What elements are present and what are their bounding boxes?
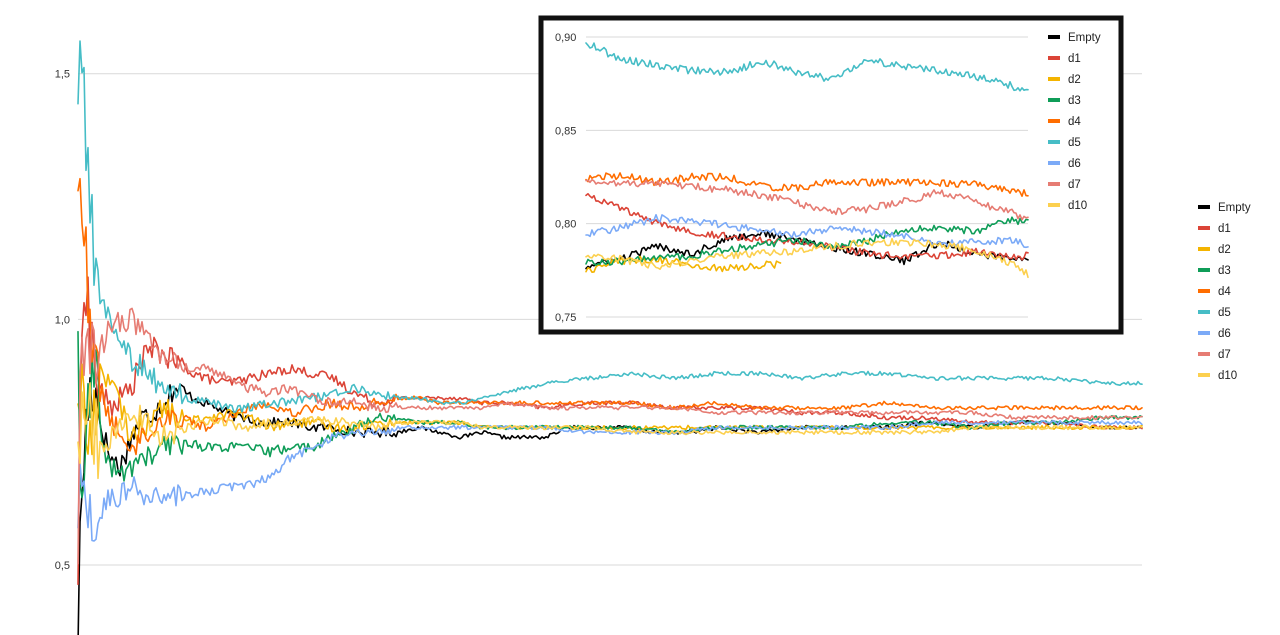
inset-legend-label: d6 <box>1068 158 1081 170</box>
main-legend-label: Empty <box>1218 202 1251 214</box>
main-legend-label: d3 <box>1218 265 1231 277</box>
inset-series-lines <box>585 42 1029 279</box>
inset-legend-item-d10: d10 <box>1048 200 1087 212</box>
main-series-d10 <box>77 382 1143 480</box>
inset-gridlines <box>586 36 1028 318</box>
main-legend-item-d3: d3 <box>1198 265 1231 277</box>
main-legend-item-d4: d4 <box>1198 286 1231 298</box>
main-legend-label: d1 <box>1218 223 1231 235</box>
main-legend: Empty d1 d2 d3 d4 d5 d6 d7 d10 <box>1198 202 1251 382</box>
main-y-tick-label: 0,5 <box>55 560 70 572</box>
main-series-d6 <box>77 419 1143 542</box>
main-legend-item-d1: d1 <box>1198 223 1231 235</box>
inset-legend-label: d4 <box>1068 116 1081 128</box>
inset-series-d4 <box>585 172 1029 197</box>
main-legend-item-d7: d7 <box>1198 349 1231 361</box>
inset-y-tick-label: 0,80 <box>555 219 576 231</box>
main-legend-label: d2 <box>1218 244 1231 256</box>
inset-series-empty <box>585 229 1029 270</box>
inset-legend-label: d5 <box>1068 137 1081 149</box>
inset-legend-item-d3: d3 <box>1048 95 1081 107</box>
inset-legend-label: d1 <box>1068 53 1081 65</box>
inset-chart: 0,75 0,80 0,85 0,90 Empty d1 d2 d3 d4 d5 d6 d7 d10 <box>538 15 1124 335</box>
inset-legend: Empty d1 d2 d3 d4 d5 d6 d7 d10 <box>1048 32 1101 212</box>
inset-legend-item-d5: d5 <box>1048 137 1081 149</box>
inset-legend-item-d6: d6 <box>1048 158 1081 170</box>
inset-legend-item-d1: d1 <box>1048 53 1081 65</box>
inset-y-tick-label: 0,90 <box>555 32 576 44</box>
inset-legend-item-d7: d7 <box>1048 179 1081 191</box>
inset-legend-label: d3 <box>1068 95 1081 107</box>
inset-y-tick-label: 0,85 <box>555 125 576 137</box>
main-series-d2 <box>77 363 1143 456</box>
main-series-empty <box>77 376 1143 635</box>
inset-legend-label: Empty <box>1068 32 1101 44</box>
inset-series-d2 <box>585 255 782 274</box>
main-legend-label: d4 <box>1218 286 1231 298</box>
main-y-tick-label: 1,0 <box>55 314 70 326</box>
main-legend-item-d10: d10 <box>1198 370 1237 382</box>
inset-legend-label: d10 <box>1068 200 1087 212</box>
inset-legend-label: d7 <box>1068 179 1081 191</box>
inset-series-d10 <box>585 237 1029 279</box>
inset-y-tick-label: 0,75 <box>555 312 576 324</box>
main-legend-label: d6 <box>1218 328 1231 340</box>
main-legend-item-empty: Empty <box>1198 202 1251 214</box>
inset-series-d5 <box>585 42 1029 92</box>
inset-legend-item-d4: d4 <box>1048 116 1081 128</box>
main-y-axis-ticks: 0,5 1,0 1,5 <box>55 69 70 572</box>
main-legend-label: d5 <box>1218 307 1231 319</box>
main-legend-label: d10 <box>1218 370 1237 382</box>
main-legend-item-d2: d2 <box>1198 244 1231 256</box>
main-series-d7 <box>77 307 1143 565</box>
inset-series-d3 <box>585 216 1029 267</box>
inset-series-d7 <box>585 178 1029 221</box>
main-legend-label: d7 <box>1218 349 1231 361</box>
inset-legend-label: d2 <box>1068 74 1081 86</box>
inset-frame <box>538 15 1124 335</box>
main-legend-item-d5: d5 <box>1198 307 1231 319</box>
main-y-tick-label: 1,5 <box>55 69 70 81</box>
inset-y-axis-ticks: 0,75 0,80 0,85 0,90 <box>555 32 576 324</box>
main-series-lines <box>77 40 1143 635</box>
inset-legend-item-empty: Empty <box>1048 32 1101 44</box>
inset-legend-item-d2: d2 <box>1048 74 1081 86</box>
main-series-d3 <box>77 330 1143 499</box>
main-series-d5 <box>77 40 1143 414</box>
main-chart: 0,5 1,0 1,5 <box>55 40 1143 635</box>
main-legend-item-d6: d6 <box>1198 328 1231 340</box>
main-series-d4 <box>77 177 1143 456</box>
